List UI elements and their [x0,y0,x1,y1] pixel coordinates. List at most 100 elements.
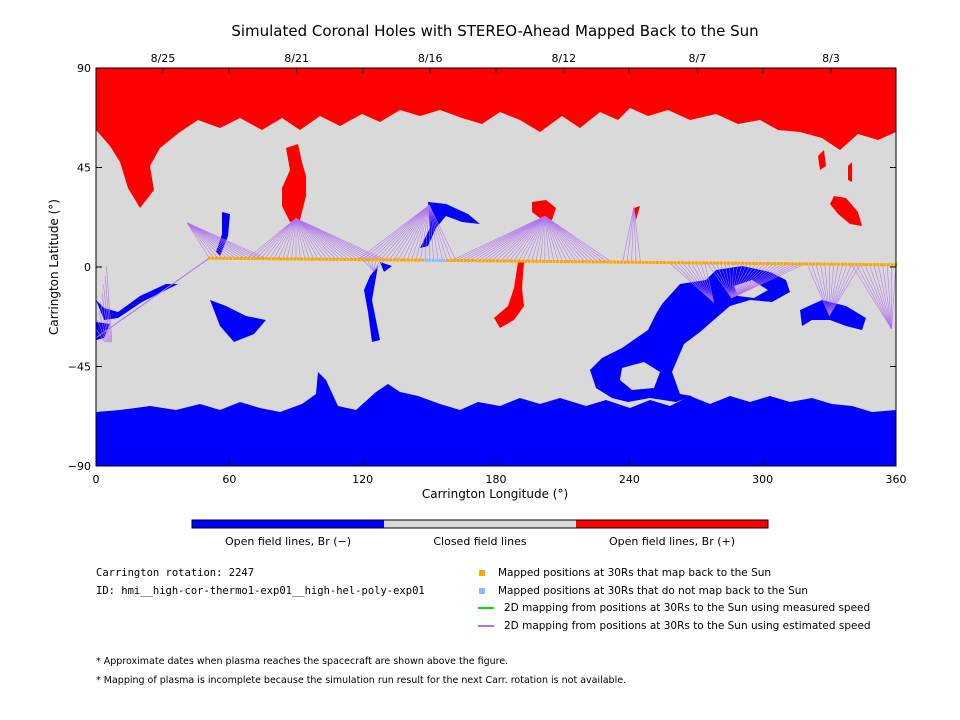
mapping-line [295,218,363,260]
mapping-line [384,204,430,261]
mapped-position [549,259,553,263]
mapped-position [641,260,645,264]
mapped-position [364,258,368,262]
mapped-position [510,259,514,263]
mapping-line [531,216,546,262]
mapped-position [303,257,307,261]
mapped-position [545,259,549,263]
mapped-position [734,261,738,265]
y-tick-label: 45 [77,162,91,175]
mapped-position [670,261,674,265]
mapped-position [662,261,666,265]
mapped-position [719,261,723,265]
mapped-position [339,257,343,261]
mapping-line [186,222,228,259]
mapped-position [399,258,403,262]
mapped-position [627,260,631,264]
mapping-line [673,262,714,303]
mapped-position [538,259,542,263]
mapping-line [260,218,297,259]
mapped-position [613,260,617,264]
mapped-position [798,262,802,266]
mapped-position [346,257,350,261]
mapping-line [544,216,555,262]
colorbar-label-negative: Open field lines, Br (−) [225,535,351,548]
mapping-line [535,216,546,262]
mapping-line [186,222,219,259]
mapping-line [295,218,310,260]
mapping-line [295,218,377,261]
mapped-position [396,258,400,262]
mapped-position [769,262,773,266]
mapping-line [358,204,430,260]
mapped-position [382,258,386,262]
mapped-position [876,263,880,267]
mapping-line [544,215,572,262]
mapped-position [691,261,695,265]
mapping-line [371,259,375,272]
mapped-position [207,256,211,260]
mapping-line [731,263,743,299]
mapped-position [837,262,841,266]
mapped-position [350,258,354,262]
mapped-position [353,258,357,262]
mapped-position [844,262,848,266]
mapping-line [411,204,430,261]
mapping-line [186,222,237,259]
mapping-line [731,263,735,298]
mapping-line [486,215,546,262]
not-mapped-position [438,258,442,262]
light-blue-square-icon [479,588,485,594]
mapped-position [474,259,478,263]
mapping-line [522,216,546,262]
x-tick-label: 240 [619,473,640,486]
mapped-position [257,257,261,261]
axes: 0 60 120 180 240 300 360 90 45 0 −45 −90 8/25 8/21 8/1… [68,52,907,486]
mapped-position [421,258,425,262]
mapped-position [677,261,681,265]
mapping-line [389,204,430,261]
negative-coronal-hole [800,300,866,330]
mapping-line [544,215,590,263]
mapped-position [239,256,243,260]
mapped-position [236,256,240,260]
mapping-line [731,263,774,299]
y-tick-label: 90 [77,62,91,75]
mapped-position [645,260,649,264]
mapping-line [720,263,732,299]
mapping-line [362,204,430,260]
mapped-position [780,262,784,266]
date-label: 8/25 [151,52,176,65]
mapped-position [542,259,546,263]
mapped-position [218,256,222,260]
x-tick-label: 60 [222,473,236,486]
mapping-line [295,218,341,260]
mapped-position [534,259,538,263]
positive-coronal-hole [634,206,640,220]
mapped-position [723,261,727,265]
mapped-position [246,257,250,261]
colorbar: Open field lines, Br (−) Closed field li… [191,519,769,548]
date-label: 8/16 [418,52,443,65]
mapping-line [464,215,546,261]
positive-coronal-hole [494,262,524,328]
positive-coronal-hole [848,162,852,182]
mapping-line [695,262,715,303]
mapped-position [559,260,563,264]
mapped-position [456,259,460,263]
mapping-line [731,263,783,299]
mapped-position [449,258,453,262]
mapped-position [357,258,361,262]
mapped-position [758,261,762,265]
mapping-line [186,222,223,259]
mapped-position [243,256,247,260]
mapping-line [186,222,241,259]
mapped-position [566,260,570,264]
mapped-position [410,258,414,262]
mapping-line [682,262,715,303]
positive-coronal-hole [282,144,306,222]
mapping-line [626,207,635,263]
mapped-position [268,257,272,261]
mapping-line [815,263,830,316]
mapping-line [420,205,430,261]
